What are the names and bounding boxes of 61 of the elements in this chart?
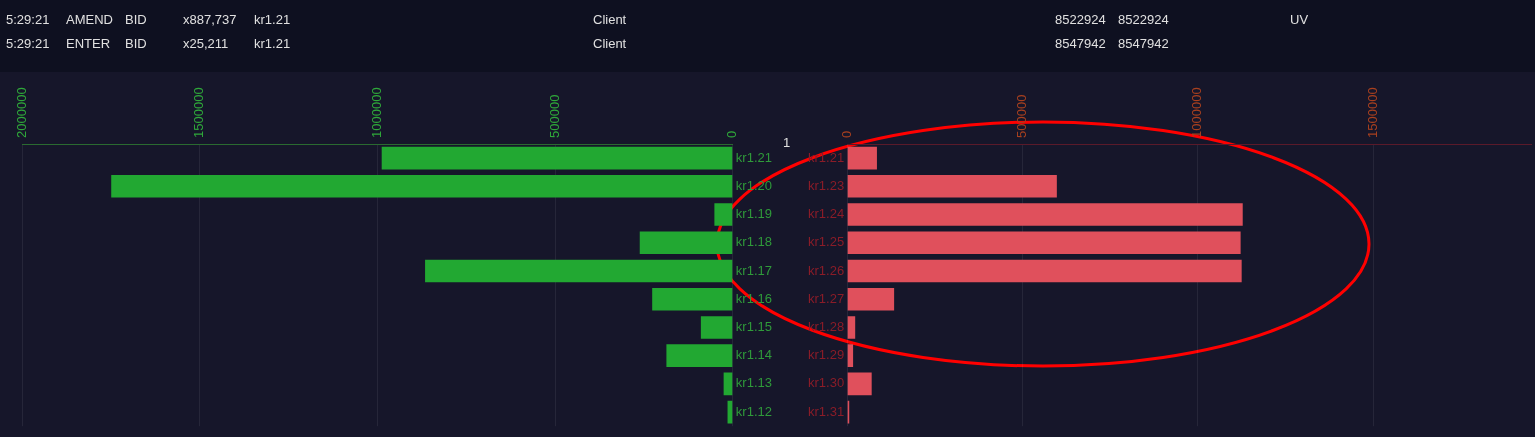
text: 5:29:21 bbox=[6, 12, 50, 27]
x-tick-label: 1500000 bbox=[191, 87, 207, 138]
text: Client bbox=[593, 12, 627, 27]
y-tick-label: kr1.26 bbox=[807, 262, 845, 278]
bar bbox=[847, 372, 872, 396]
bar bbox=[666, 344, 733, 367]
bar bbox=[700, 316, 733, 339]
y-tick-label: kr1.24 bbox=[807, 206, 845, 222]
x-tick-label: 0 bbox=[724, 130, 740, 138]
bar bbox=[847, 146, 877, 170]
text: AMEND bbox=[66, 12, 113, 27]
y-tick-label: kr1.29 bbox=[807, 347, 845, 363]
bar bbox=[847, 259, 1242, 283]
text: 5:29:21 bbox=[6, 36, 50, 51]
y-tick-label: kr1.12 bbox=[735, 403, 773, 419]
x-tick-label: 1000000 bbox=[369, 87, 385, 138]
text: x25,211 bbox=[183, 36, 229, 51]
bar bbox=[714, 203, 733, 226]
y-tick-label: kr1.30 bbox=[807, 375, 845, 391]
y-tick-label: kr1.18 bbox=[735, 234, 773, 250]
y-tick-label: kr1.27 bbox=[807, 290, 845, 306]
text: kr1.21 bbox=[254, 12, 291, 27]
bar bbox=[847, 231, 1241, 255]
bar bbox=[847, 203, 1243, 226]
text: 1 bbox=[783, 135, 791, 150]
text: kr1.21 bbox=[254, 36, 291, 51]
text: ENTER bbox=[66, 36, 111, 51]
bar bbox=[847, 287, 895, 311]
y-tick-label: kr1.14 bbox=[735, 347, 773, 363]
bar bbox=[381, 146, 733, 170]
text: UV bbox=[1290, 12, 1309, 27]
text: BID bbox=[125, 36, 147, 51]
x-tick-label: 2000000 bbox=[13, 87, 29, 138]
bar bbox=[847, 175, 1057, 198]
x-tick-label: 1000000 bbox=[1189, 87, 1205, 138]
y-tick-label: kr1.25 bbox=[807, 234, 845, 250]
text: x887,737 bbox=[183, 12, 237, 27]
text: 8522924 bbox=[1118, 12, 1169, 27]
x-tick-label: 0 bbox=[838, 130, 854, 138]
text: BID bbox=[125, 12, 147, 27]
text: 8547942 bbox=[1118, 36, 1169, 51]
y-tick-label: kr1.28 bbox=[807, 319, 845, 335]
y-tick-label: kr1.17 bbox=[735, 262, 773, 278]
bar bbox=[652, 287, 733, 311]
text: 8547942 bbox=[1055, 36, 1106, 51]
y-tick-label: kr1.13 bbox=[735, 375, 773, 391]
bar bbox=[425, 259, 733, 283]
x-tick-label: 500000 bbox=[1014, 94, 1030, 138]
bar bbox=[111, 175, 733, 198]
x-tick-label: 1500000 bbox=[1364, 87, 1380, 138]
bar bbox=[639, 231, 733, 255]
text: 8522924 bbox=[1055, 12, 1106, 27]
bar bbox=[847, 316, 856, 339]
y-tick-label: kr1.15 bbox=[735, 319, 773, 335]
y-tick-label: kr1.31 bbox=[807, 403, 845, 419]
bar bbox=[847, 344, 854, 367]
y-tick-label: kr1.19 bbox=[735, 206, 773, 222]
x-tick-label: 500000 bbox=[546, 94, 562, 138]
text: Client bbox=[593, 36, 627, 51]
y-tick-label: kr1.21 bbox=[735, 149, 773, 165]
y-tick-label: kr1.23 bbox=[807, 177, 845, 193]
